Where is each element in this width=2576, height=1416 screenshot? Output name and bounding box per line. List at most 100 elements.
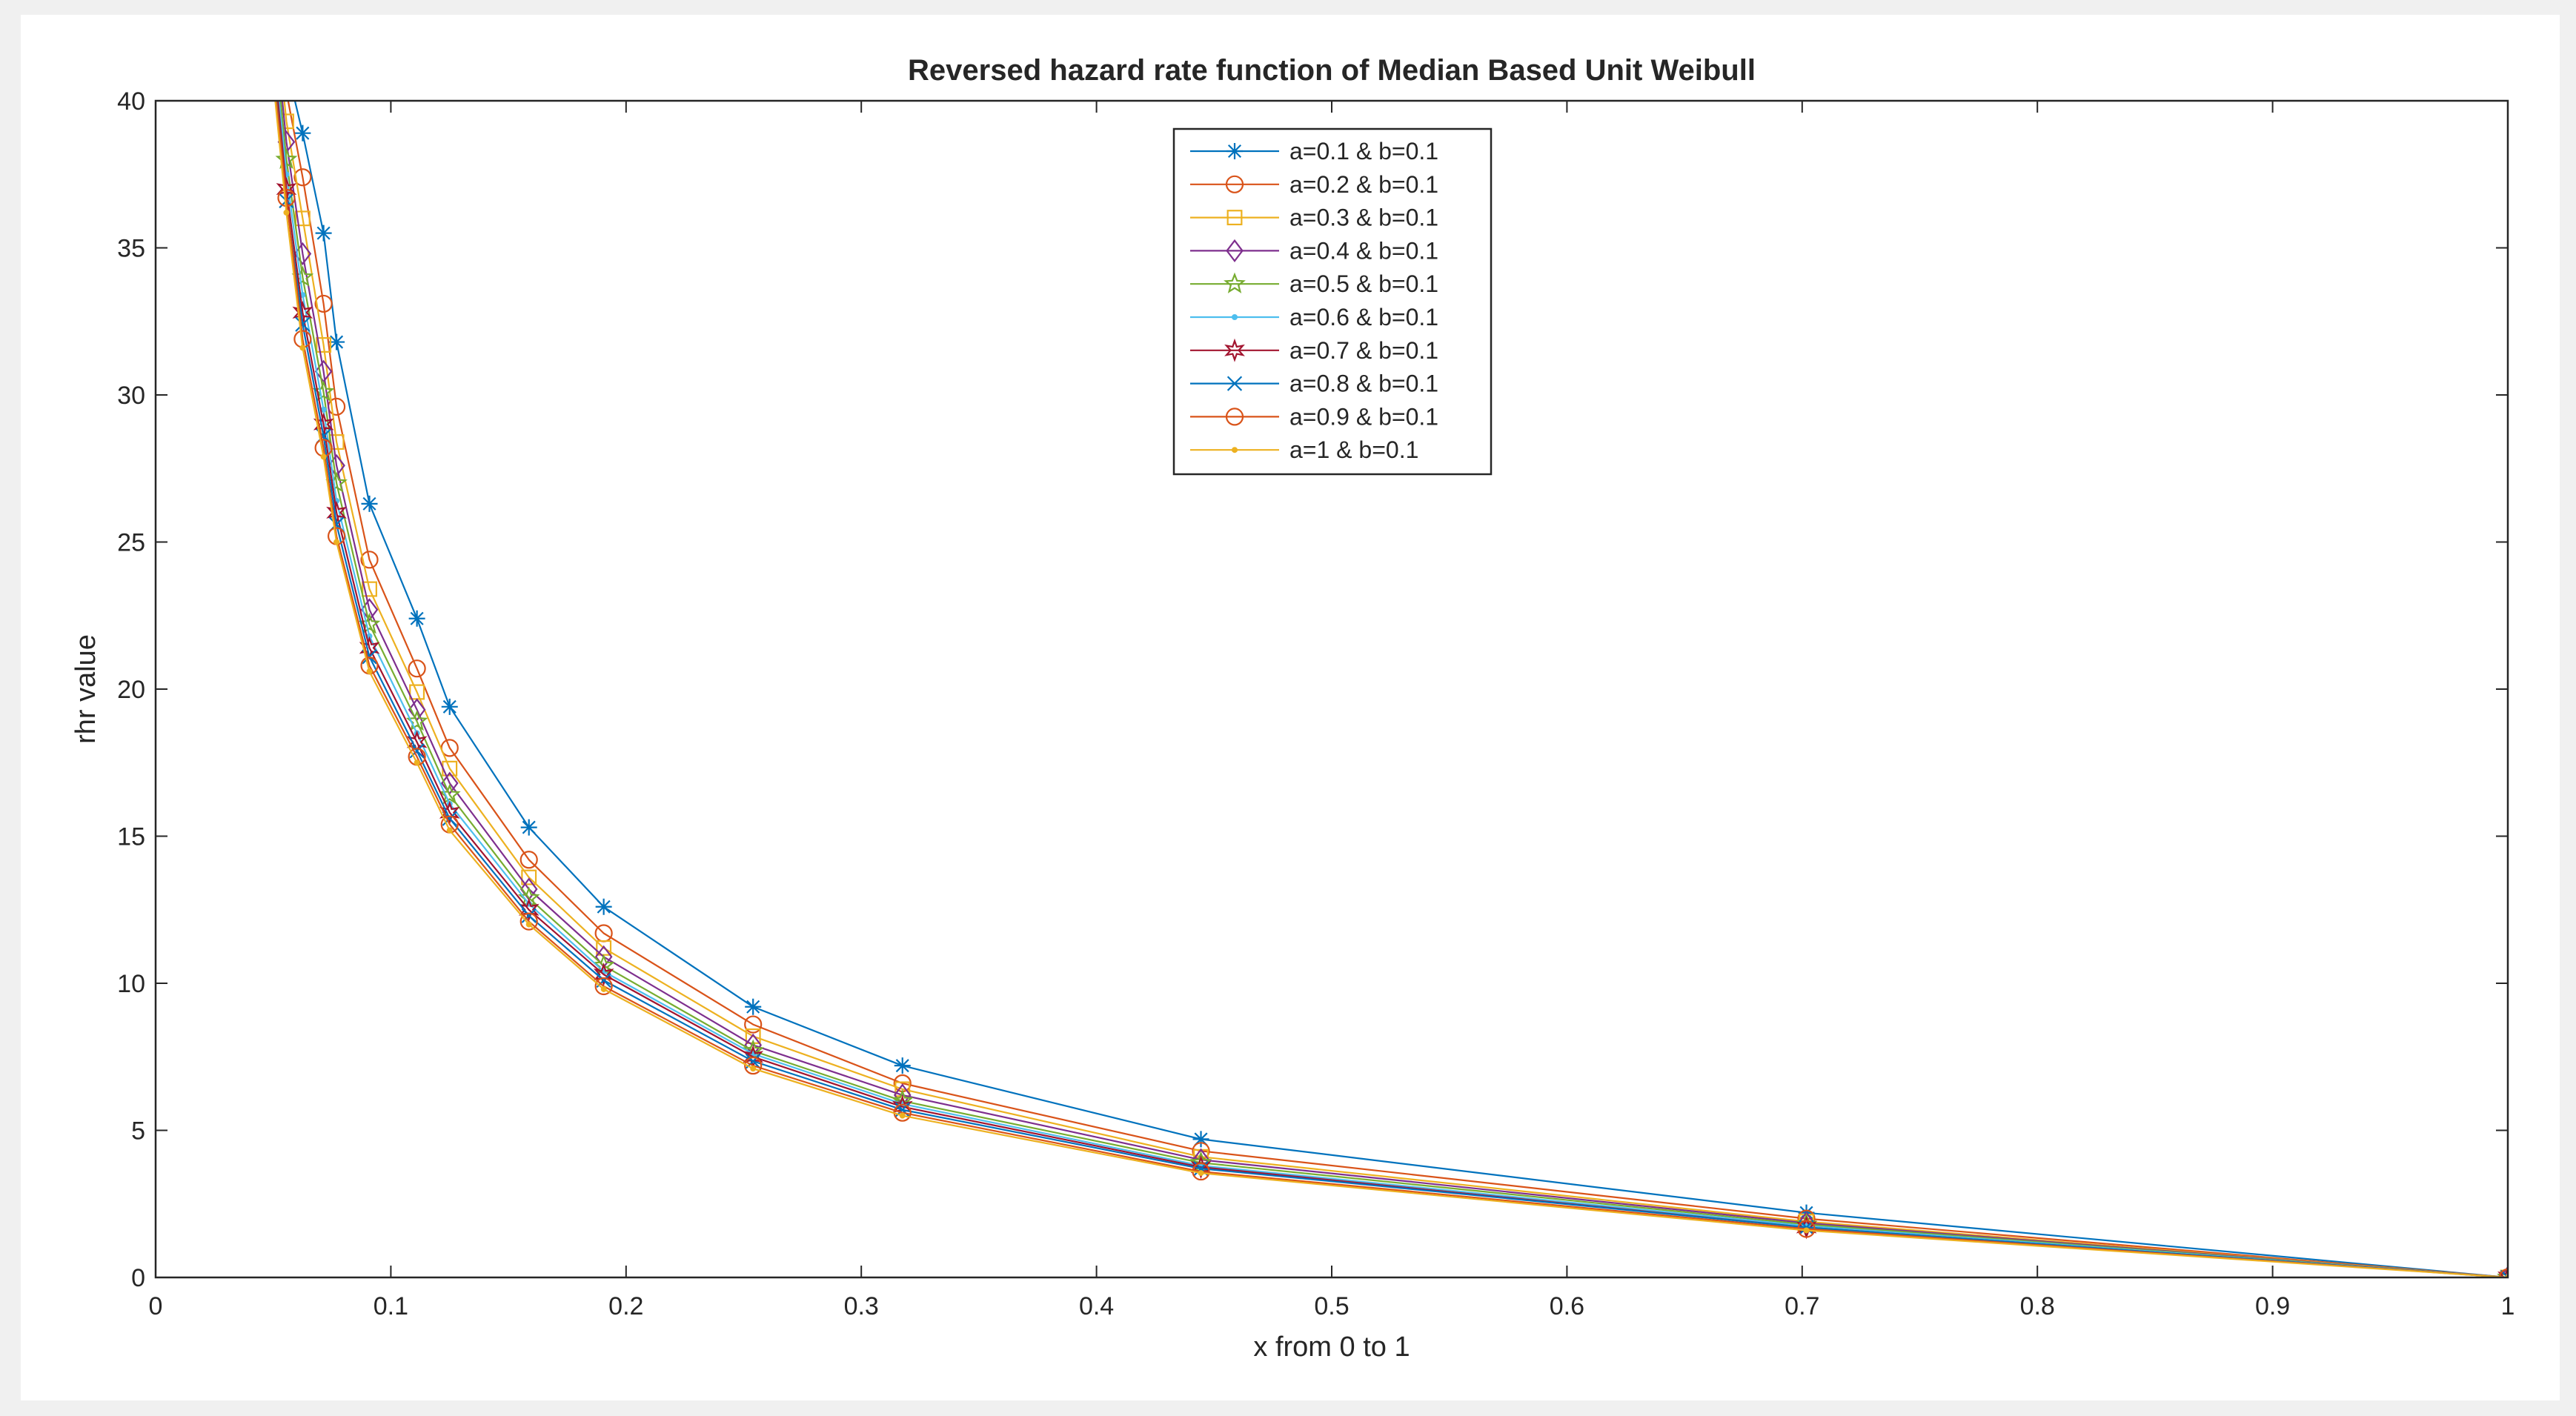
legend-entry: a=1 & b=0.1 (1190, 436, 1418, 463)
data-point (446, 827, 453, 834)
data-point (1192, 1131, 1209, 1148)
x-tick-label: 0.7 (1785, 1292, 1819, 1320)
y-tick-label: 30 (117, 382, 145, 410)
data-point (519, 851, 538, 869)
y-tick-label: 35 (117, 235, 145, 263)
data-point (316, 337, 332, 353)
data-point (438, 783, 461, 805)
legend-label: a=0.3 & b=0.1 (1289, 205, 1438, 231)
data-point (1226, 376, 1243, 391)
series-line (283, 101, 2508, 1277)
data-point (315, 225, 332, 242)
legend-entry: a=0.8 & b=0.1 (1190, 370, 1438, 397)
legend-label: a=0.5 & b=0.1 (1289, 270, 1438, 297)
legend-label: a=0.1 & b=0.1 (1289, 138, 1438, 164)
data-point (1224, 272, 1246, 293)
data-point (283, 209, 290, 216)
legend-entry: a=0.9 & b=0.1 (1190, 403, 1438, 430)
legend-label: a=0.8 & b=0.1 (1289, 370, 1438, 397)
data-point (314, 294, 333, 313)
data-point (600, 985, 607, 992)
y-tick-label: 15 (117, 823, 145, 851)
data-point (328, 333, 345, 350)
y-tick-label: 10 (117, 970, 145, 998)
data-point (1232, 447, 1238, 453)
legend-entry: a=0.2 & b=0.1 (1190, 171, 1438, 198)
data-point (299, 345, 306, 351)
data-point (1224, 338, 1245, 362)
data-point (744, 1057, 763, 1075)
series-layer (261, 0, 2508, 1277)
data-point (1226, 143, 1243, 159)
legend-label: a=0.7 & b=0.1 (1289, 337, 1438, 364)
legend-entry: a=0.6 & b=0.1 (1190, 304, 1438, 330)
legend-entry: a=0.4 & b=0.1 (1190, 237, 1438, 264)
legend: a=0.1 & b=0.1 a=0.2 & b=0.1 a=0.3 & b=0.1 a… (1172, 127, 1493, 476)
series-10 (274, 101, 2508, 1277)
data-point (294, 210, 311, 227)
legend-label: a=1 & b=0.1 (1289, 436, 1418, 463)
data-point (750, 1066, 757, 1072)
x-tick-label: 0.8 (2020, 1292, 2055, 1320)
x-axis-label: x from 0 to 1 (1253, 1332, 1410, 1363)
x-tick-label: 0.1 (374, 1292, 408, 1320)
data-point (320, 453, 327, 460)
data-point (745, 998, 762, 1015)
data-point (1226, 210, 1243, 226)
data-point (519, 912, 538, 931)
data-point (1225, 408, 1244, 426)
data-point (1226, 239, 1244, 262)
chart-title: Reversed hazard rate function of Median … (908, 54, 1756, 87)
x-tick-label: 0.6 (1550, 1292, 1584, 1320)
data-point (899, 1112, 906, 1119)
data-point (1190, 1155, 1212, 1180)
data-point (361, 495, 378, 512)
data-point (1232, 314, 1238, 320)
x-tick-label: 0.3 (844, 1292, 879, 1320)
y-tick-label: 20 (117, 676, 145, 704)
ticks-layer: 0 0.1 0.2 0.3 0.4 0.5 0.6 0.7 0.8 0.9 105101520253… (117, 87, 2514, 1320)
x-tick-label: 0.9 (2255, 1292, 2290, 1320)
data-point (1198, 1170, 1204, 1177)
data-point (521, 908, 537, 923)
data-point (744, 1015, 763, 1034)
legend-entry: a=0.7 & b=0.1 (1190, 337, 1438, 364)
data-point (414, 759, 420, 766)
legend-label: a=0.4 & b=0.1 (1289, 237, 1438, 264)
x-tick-label: 1 (2501, 1292, 2515, 1320)
data-point (593, 963, 614, 987)
data-point (366, 668, 373, 675)
data-point (408, 610, 425, 627)
data-point (294, 124, 311, 142)
data-point (333, 539, 340, 545)
data-point (362, 581, 377, 597)
y-tick-label: 0 (131, 1264, 145, 1292)
legend-label: a=0.6 & b=0.1 (1289, 304, 1438, 330)
data-point (408, 659, 426, 678)
data-point (360, 598, 379, 622)
legend-entry: a=0.3 & b=0.1 (1190, 205, 1438, 231)
data-point (261, 0, 275, 13)
x-tick-label: 0.2 (608, 1292, 643, 1320)
data-point (2497, 1265, 2508, 1277)
y-tick-label: 5 (131, 1117, 145, 1146)
y-tick-label: 40 (117, 87, 145, 116)
x-tick-label: 0 (149, 1292, 163, 1320)
data-point (295, 316, 311, 332)
y-axis-label: rhr value (70, 634, 102, 744)
y-tick-label: 25 (117, 529, 145, 557)
data-point (594, 977, 613, 996)
data-point (521, 869, 537, 885)
data-point (520, 819, 537, 836)
data-point (1225, 175, 1244, 193)
data-point (894, 1057, 911, 1074)
x-tick-label: 0.5 (1314, 1292, 1349, 1320)
series-line (275, 101, 2508, 1277)
data-point (360, 551, 379, 569)
data-point (595, 898, 612, 915)
series-line (281, 101, 2508, 1277)
data-point (441, 698, 458, 715)
series-line (276, 101, 2508, 1277)
legend-label: a=0.2 & b=0.1 (1289, 171, 1438, 198)
